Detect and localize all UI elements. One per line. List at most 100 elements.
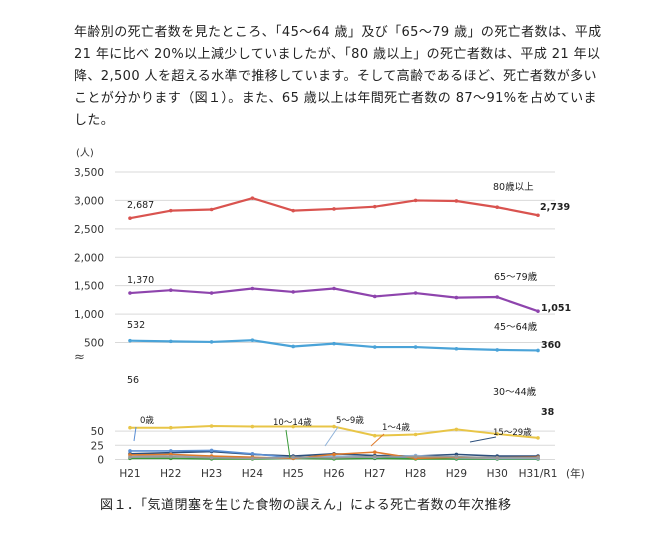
y-tick-label: 2,500 bbox=[74, 224, 104, 236]
data-point bbox=[169, 208, 173, 213]
data-point bbox=[291, 208, 296, 213]
data-point bbox=[495, 295, 500, 299]
data-point bbox=[332, 424, 336, 429]
data-point bbox=[454, 199, 459, 203]
data-point bbox=[495, 205, 500, 210]
data-point bbox=[373, 345, 377, 349]
series-label: 1～4歳 bbox=[382, 422, 410, 433]
x-tick-label: H28 bbox=[405, 468, 426, 480]
data-point bbox=[373, 204, 377, 209]
data-point bbox=[291, 290, 296, 294]
data-point bbox=[536, 436, 540, 440]
data-point bbox=[128, 216, 132, 221]
series-label: 10～14歳 bbox=[273, 417, 312, 428]
x-tick-label: H23 bbox=[201, 468, 222, 480]
data-point bbox=[413, 454, 418, 459]
data-label: 532 bbox=[127, 320, 145, 331]
figure-caption: 図１．「気道閉塞を生じた食物の誤えん」による死亡者数の年次推移 bbox=[100, 498, 512, 513]
y-tick-label: 25 bbox=[91, 440, 104, 452]
data-point bbox=[250, 338, 255, 343]
series-label: 45～64歳 bbox=[494, 321, 538, 333]
data-label: 360 bbox=[541, 340, 561, 351]
data-point bbox=[454, 295, 459, 300]
data-label: 56 bbox=[127, 375, 139, 386]
y-tick-label: 3,500 bbox=[74, 167, 104, 179]
axis-break-mark: ≈ bbox=[74, 350, 85, 365]
y-unit-label: (人) bbox=[76, 147, 94, 159]
data-point bbox=[169, 425, 173, 430]
data-point bbox=[128, 338, 132, 343]
y-tick-label: 50 bbox=[91, 426, 104, 438]
data-point bbox=[536, 309, 540, 313]
data-point bbox=[413, 345, 418, 349]
data-label: 38 bbox=[541, 407, 555, 418]
y-tick-label: 500 bbox=[84, 338, 104, 350]
data-point bbox=[169, 288, 173, 293]
data-point bbox=[250, 196, 255, 200]
data-point bbox=[128, 455, 132, 460]
data-point bbox=[128, 425, 132, 430]
data-point bbox=[169, 339, 173, 344]
x-tick-label: H21 bbox=[119, 468, 140, 480]
x-tick-label: H22 bbox=[160, 468, 181, 480]
data-point bbox=[413, 432, 418, 437]
line-chart: (人) 500 1,000 1,500 2,000 2,500 3,000 3,500 0 25 5… bbox=[74, 147, 585, 480]
x-tick-label: H30 bbox=[487, 468, 508, 480]
data-point bbox=[373, 433, 377, 438]
y-tick-label: 0 bbox=[97, 455, 104, 467]
y-tick-label: 2,000 bbox=[74, 252, 104, 264]
x-tick-label: H25 bbox=[283, 468, 304, 480]
series-lines bbox=[128, 196, 540, 461]
data-point bbox=[291, 424, 296, 429]
data-point bbox=[332, 452, 336, 457]
data-point bbox=[128, 449, 132, 453]
data-point bbox=[332, 207, 336, 211]
data-labels: 2,687 2,739 80歳以上 1,370 1,051 65～79歳 532 36045～… bbox=[127, 181, 571, 459]
data-point bbox=[250, 452, 255, 456]
data-point bbox=[495, 455, 500, 460]
leader-line bbox=[133, 426, 137, 442]
series-label: 5～9歳 bbox=[336, 415, 364, 426]
x-tick-label: H31/R1 bbox=[519, 468, 558, 480]
leader-line bbox=[469, 436, 497, 443]
series-label: 65～79歳 bbox=[494, 271, 538, 283]
data-point bbox=[495, 348, 500, 352]
data-point bbox=[454, 454, 459, 459]
data-point bbox=[209, 291, 214, 295]
data-point bbox=[536, 348, 540, 353]
data-point bbox=[250, 286, 255, 291]
y-tick-label: 3,000 bbox=[74, 195, 104, 207]
axes: (人) 500 1,000 1,500 2,000 2,500 3,000 3,500 0 25 5… bbox=[74, 147, 585, 480]
gridlines bbox=[115, 171, 555, 460]
series-label: 80歳以上 bbox=[493, 181, 534, 193]
data-point bbox=[209, 448, 214, 453]
leader-line bbox=[324, 426, 339, 447]
series-label: 0歳 bbox=[140, 415, 154, 426]
data-point bbox=[209, 455, 214, 460]
data-point bbox=[413, 291, 418, 295]
data-label: 2,739 bbox=[540, 202, 570, 213]
data-point bbox=[169, 449, 173, 453]
x-tick-label: H29 bbox=[446, 468, 467, 480]
data-point bbox=[250, 424, 255, 429]
data-label: 1,370 bbox=[127, 275, 154, 286]
data-point bbox=[332, 341, 336, 346]
data-point bbox=[209, 340, 214, 344]
data-label: 1,051 bbox=[541, 303, 571, 314]
data-point bbox=[169, 454, 173, 459]
data-point bbox=[332, 286, 336, 291]
data-point bbox=[291, 455, 296, 460]
x-tick-label: H26 bbox=[323, 468, 345, 480]
leader-line bbox=[370, 433, 385, 447]
body-paragraph: 年齢別の死亡者数を見たところ、「45～64 歳」及び「65～79 歳」の死亡者数… bbox=[74, 25, 602, 128]
data-point bbox=[373, 450, 377, 454]
data-point bbox=[209, 207, 214, 212]
series-label: 15～29歳 bbox=[493, 427, 532, 438]
data-point bbox=[454, 346, 459, 351]
data-point bbox=[495, 432, 500, 436]
series-line bbox=[129, 287, 539, 313]
data-point bbox=[373, 294, 377, 299]
data-point bbox=[536, 213, 540, 218]
y-tick-label: 1,500 bbox=[74, 281, 104, 293]
x-tick-label: H27 bbox=[364, 468, 385, 480]
